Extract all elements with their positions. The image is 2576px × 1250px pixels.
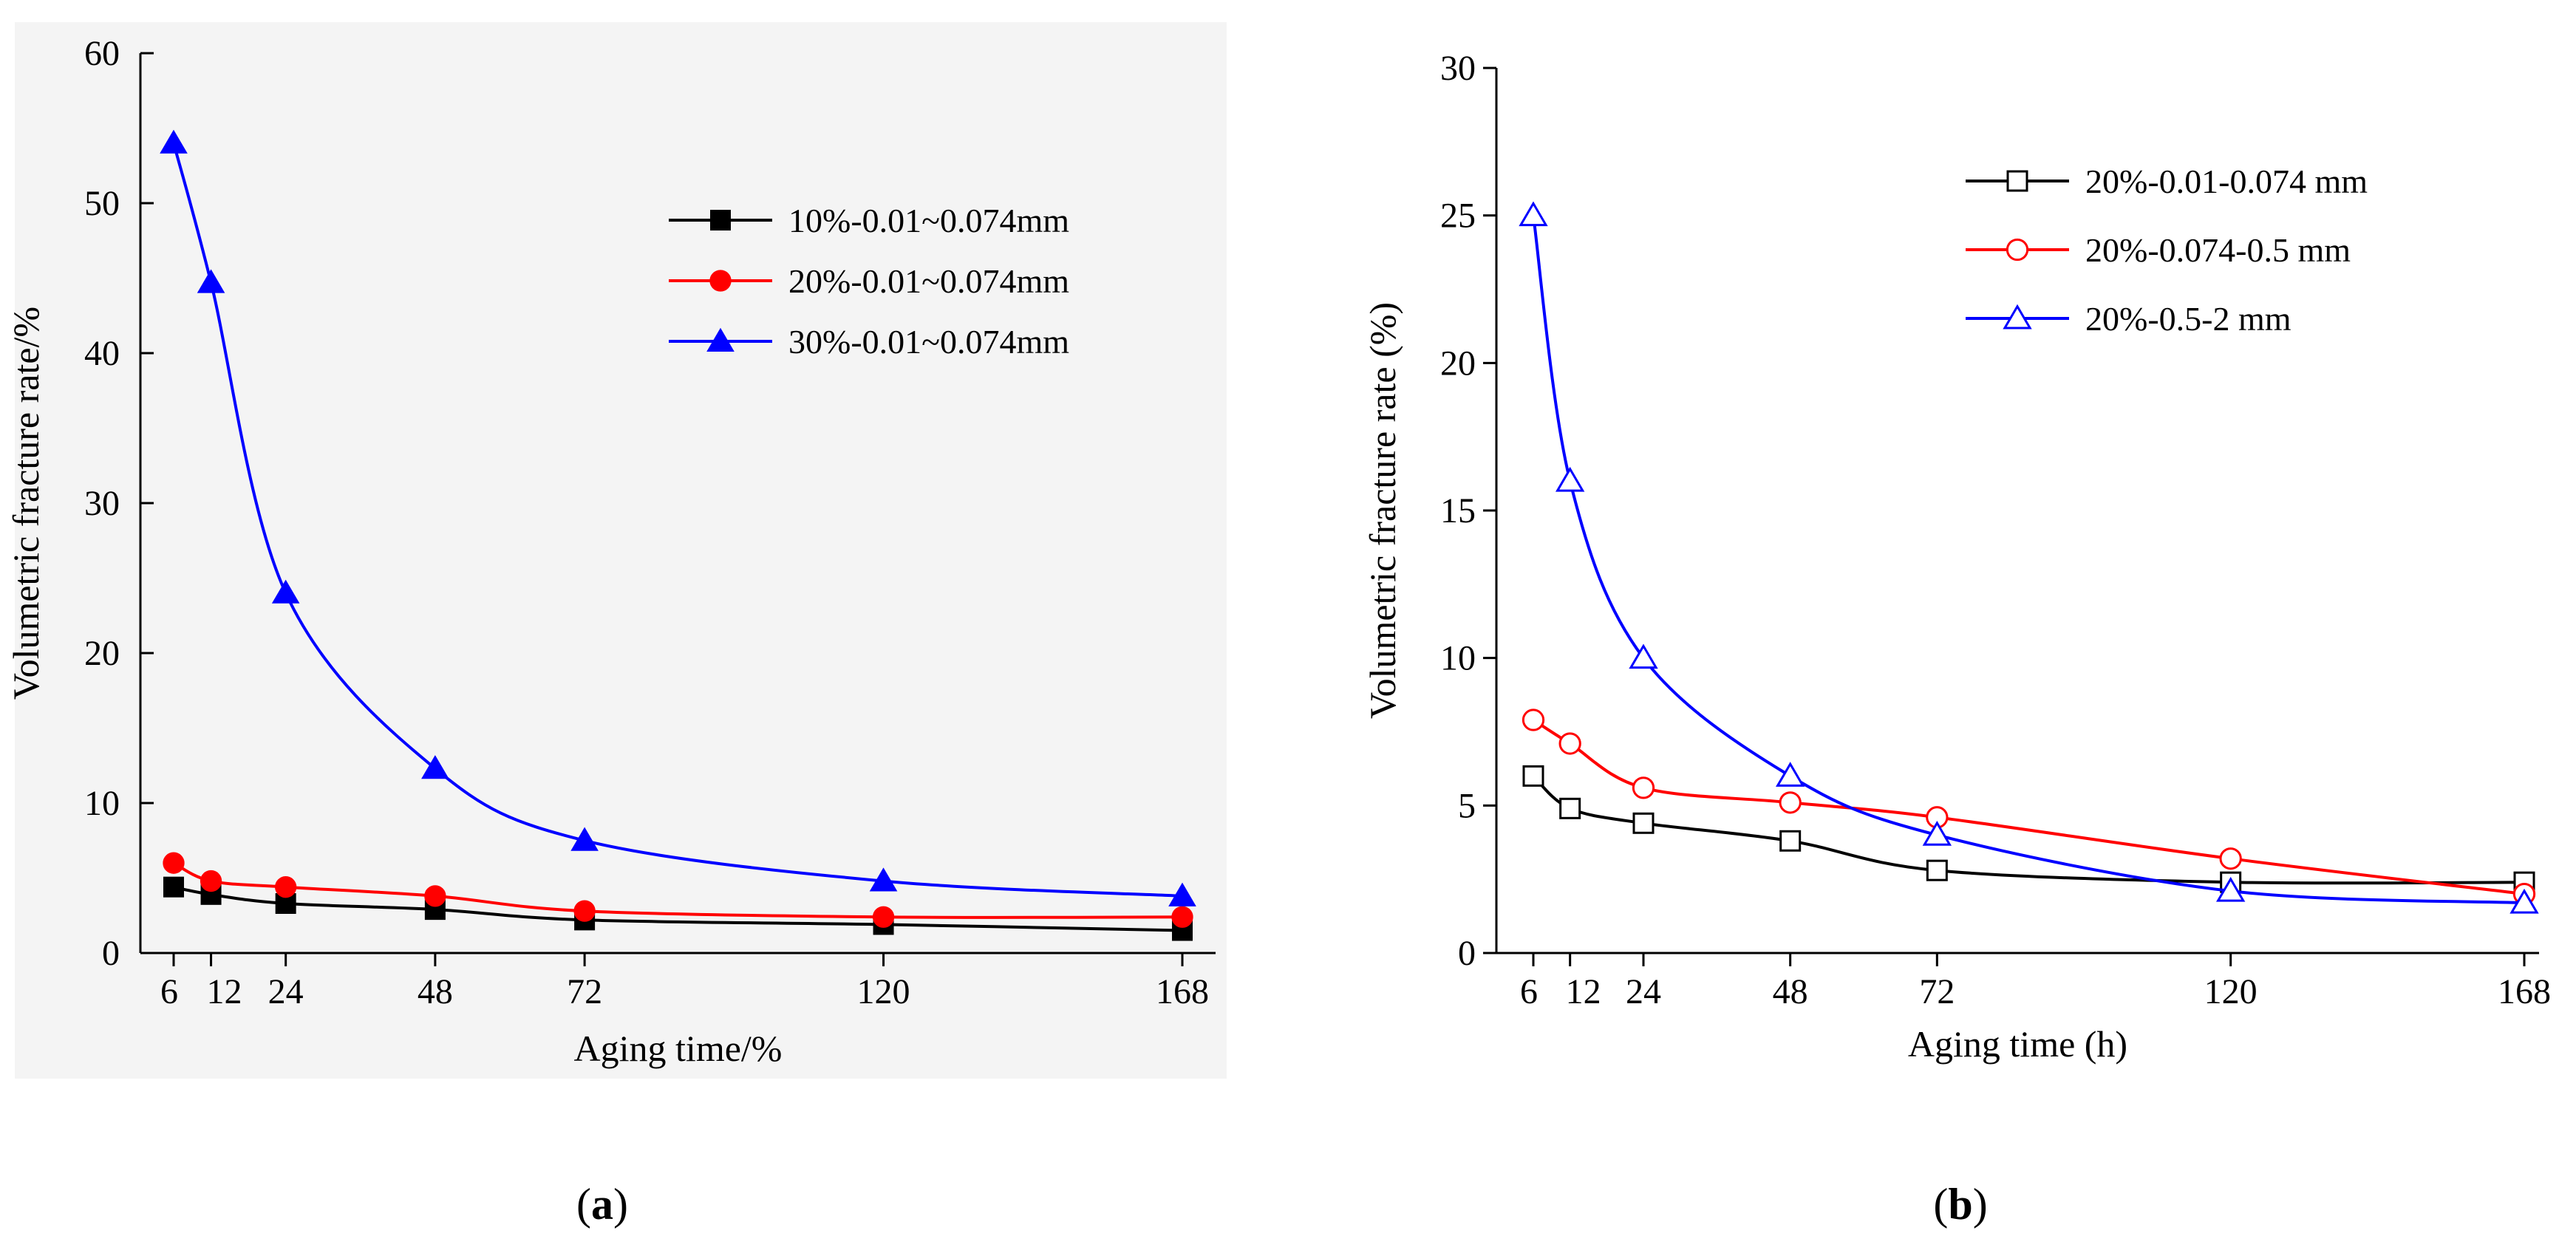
panel-a-y-tick-label: 30 [84,484,120,523]
panel-a-chart: 0 10 20 30 40 50 60 6 12 24 48 72 120 168 Volumetric f… [5,22,1227,1079]
panel-a-legend-marker-3 [706,327,735,352]
panel-b-x-tick-label: 168 [2498,972,2551,1011]
panel-a-series-3-point [271,579,300,604]
panel-b-chart: 0 5 10 15 20 25 30 6 12 24 48 72 120 168 Volumetric fr… [1362,49,2551,1065]
panel-b-series-2-point [1779,791,1802,814]
panel-b-series-1-point [1926,859,1948,881]
panel-b-legend-label-3: 20%-0.5-2 mm [2085,300,2292,338]
panel-a-series-2-point [275,876,297,898]
panel-b-x-tick-label: 48 [1773,972,1808,1011]
panel-b-caption-letter: b [1948,1180,1972,1229]
panel-a-legend-marker-1 [710,210,731,230]
panel-b-series-3-point [1629,643,1658,669]
panel-a-series-3-point [869,867,898,892]
panel-b-y-tick-label: 30 [1440,49,1476,88]
panel-a-series-line-1 [173,885,1183,932]
panel-a-caption: (a) [576,1180,628,1229]
panel-a-y-tick-label: 10 [84,784,120,823]
panel-b-x-tick-label: 72 [1919,972,1955,1011]
panel-b-series-line-1 [1532,774,2525,885]
panel-b-y-tick-label: 15 [1440,491,1476,530]
panel-a-series-2-point [872,906,895,928]
panel-a-caption-letter: a [591,1180,613,1229]
panel-b-series-3-point [2509,888,2539,914]
panel-b-legend-label-2: 20%-0.074-0.5 mm [2085,231,2351,269]
panel-b-x-tick-label: 24 [1626,972,1661,1011]
panel-b-x-tick-label: 120 [2204,972,2258,1011]
panel-b-y-axis-label: Volumetric fracture rate (%) [1362,302,1403,719]
panel-b-legend-marker-2 [2006,238,2029,262]
panel-a-y-tick-label: 50 [84,184,120,223]
panel-a-legend-label-3: 30%-0.01~0.074mm [788,323,1069,361]
panel-a-x-tick-label: 72 [567,972,602,1011]
panel-a-y-tick-label: 40 [84,334,120,373]
panel-b-y-tick-label: 5 [1458,786,1476,825]
panel-b-x-tick-label: 12 [1566,972,1601,1011]
panel-a-series-3-point [421,755,449,779]
panel-b-series-1-point [1779,830,1802,852]
panel-b-series-1-point [1559,797,1581,819]
panel-a-x-tick-label: 120 [857,972,910,1011]
panel-b-series-2-point [1558,732,1581,755]
panel-b-y-tick-label: 10 [1440,639,1476,678]
panel-a-x-tick-label: 6 [160,972,178,1011]
panel-a-legend-label-2: 20%-0.01~0.074mm [788,262,1069,300]
panel-a-series-1-point [163,876,184,898]
panel-b-y-tick-label: 0 [1458,934,1476,973]
panel-b-series-3-point [1922,821,1952,846]
panel-a-legend-label-1: 10%-0.01~0.074mm [788,202,1069,239]
panel-b-x-tick-label: 6 [1520,972,1538,1011]
panel-a-x-axis-label: Aging time/% [574,1028,783,1069]
panel-a-series-2-point [424,885,446,907]
panel-b-series-3-point [2215,876,2246,902]
panel-b-series-line-2 [1532,718,2525,896]
panel-a-legend-marker-2 [709,270,732,292]
panel-a-series-line-2 [173,861,1183,919]
panel-a-y-tick-label: 20 [84,634,120,673]
panel-b-series-1-point [1522,765,1544,787]
panel-a-y-axis-label: Volumetric fracture rate/% [5,307,47,700]
panel-b-series-3-point [1555,466,1585,492]
panel-b-series-1-point [1632,812,1655,834]
panel-b-series-2-point [1632,776,1655,799]
panel-a-x-tick-label: 24 [268,972,304,1011]
panel-a-series-3-point [570,827,599,851]
panel-a-series-2-point [1171,906,1193,928]
panel-a-series-2-point [573,900,596,922]
panel-a-series-2-point [163,852,185,874]
panel-b-caption: (b) [1933,1180,1987,1229]
panel-b-series-3-point [1519,201,1548,227]
panel-a-x-tick-label: 168 [1156,972,1209,1011]
panel-a-x-tick-label: 48 [418,972,453,1011]
panel-b-legend-marker-1 [2006,170,2028,192]
panel-b-series-3-point [1775,762,1805,787]
panel-a-series-3-point [197,269,225,293]
panel-b-series-2-point [1522,708,1545,731]
panel-a-series-3-point [160,129,188,154]
panel-a-series-2-point [200,870,222,892]
panel-a-series-line-3 [172,143,1183,898]
panel-b-x-axis-label: Aging time (h) [1908,1023,2127,1065]
panel-b-legend-marker-3 [2003,304,2032,329]
panel-a-series-3-point [1168,882,1196,906]
panel-a-x-tick-label: 12 [207,972,242,1011]
panel-a-y-tick-label: 60 [84,34,120,73]
panel-b-legend-label-1: 20%-0.01-0.074 mm [2085,163,2368,200]
panel-b-y-tick-label: 20 [1440,344,1476,383]
panel-a-y-tick-label: 0 [102,934,120,973]
panel-b-y-tick-label: 25 [1440,197,1476,236]
panel-b-series-2-point [2219,847,2242,870]
